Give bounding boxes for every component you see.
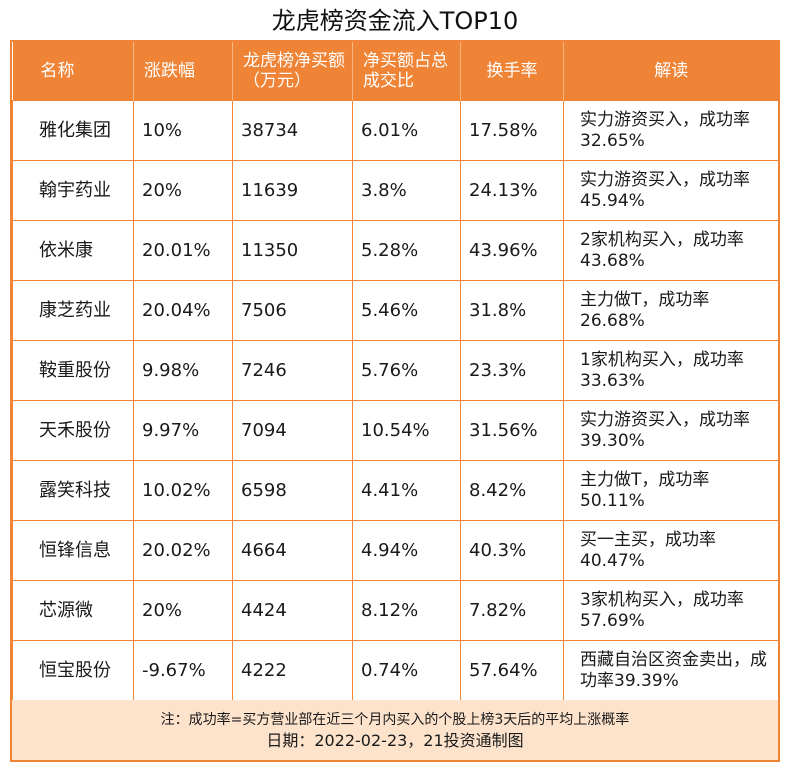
cell-turnover: 7.82%: [460, 580, 564, 641]
cell-change: 10.02%: [133, 460, 233, 521]
table-row: 依米康 20.01% 11350 5.28% 43.96% 2家机构买入，成功率…: [12, 220, 779, 281]
cell-ratio: 8.12%: [352, 580, 461, 641]
cell-change: 20%: [133, 160, 233, 221]
table-row: 恒宝股份 -9.67% 4222 0.74% 57.64% 西藏自治区资金卖出，…: [12, 640, 779, 701]
cell-name: 恒锋信息: [12, 520, 134, 581]
cell-interpretation: 实力游资买入，成功率32.65%: [563, 100, 779, 161]
cell-interpretation: 实力游资买入，成功率45.94%: [563, 160, 779, 221]
cell-interpretation: 2家机构买入，成功率43.68%: [563, 220, 779, 281]
table-row: 翰宇药业 20% 11639 3.8% 24.13% 实力游资买入，成功率45.…: [12, 160, 779, 221]
cell-turnover: 31.8%: [460, 280, 564, 341]
cell-interpretation: 主力做T，成功率26.68%: [563, 280, 779, 341]
footer-note-band: 注：成功率=买方营业部在近三个月内买入的个股上榜3天后的平均上涨概率 日期：20…: [12, 700, 778, 760]
header-name: 名称: [12, 42, 134, 101]
cell-net-buy: 6598: [232, 460, 353, 521]
cell-interpretation: 实力游资买入，成功率39.30%: [563, 400, 779, 461]
cell-name: 恒宝股份: [12, 640, 134, 701]
table-row: 康芝药业 20.04% 7506 5.46% 31.8% 主力做T，成功率26.…: [12, 280, 779, 341]
header-net-buy-ratio: 净买额占总成交比: [352, 42, 461, 101]
cell-change: -9.67%: [133, 640, 233, 701]
cell-ratio: 4.41%: [352, 460, 461, 521]
cell-net-buy: 7246: [232, 340, 353, 401]
header-net-buy: 龙虎榜净买额（万元）: [232, 42, 353, 101]
cell-ratio: 5.28%: [352, 220, 461, 281]
data-table-frame: 名称 涨跌幅 龙虎榜净买额（万元） 净买额占总成交比 换手率 解读 雅化集团 1…: [10, 40, 780, 762]
cell-ratio: 10.54%: [352, 400, 461, 461]
fund-inflow-table: 名称 涨跌幅 龙虎榜净买额（万元） 净买额占总成交比 换手率 解读 雅化集团 1…: [12, 42, 779, 701]
cell-interpretation: 西藏自治区资金卖出，成功率39.39%: [563, 640, 779, 701]
cell-ratio: 4.94%: [352, 520, 461, 581]
cell-name: 鞍重股份: [12, 340, 134, 401]
cell-turnover: 17.58%: [460, 100, 564, 161]
date-credit: 日期：2022-02-23，21投资通制图: [266, 731, 524, 750]
cell-interpretation: 主力做T，成功率50.11%: [563, 460, 779, 521]
header-change: 涨跌幅: [133, 42, 233, 101]
cell-name: 露笑科技: [12, 460, 134, 521]
cell-change: 10%: [133, 100, 233, 161]
table-row: 芯源微 20% 4424 8.12% 7.82% 3家机构买入，成功率57.69…: [12, 580, 779, 641]
cell-interpretation: 1家机构买入，成功率33.63%: [563, 340, 779, 401]
cell-interpretation: 3家机构买入，成功率57.69%: [563, 580, 779, 641]
cell-interpretation: 买一主买，成功率40.47%: [563, 520, 779, 581]
table-row: 天禾股份 9.97% 7094 10.54% 31.56% 实力游资买入，成功率…: [12, 400, 779, 461]
cell-change: 20.01%: [133, 220, 233, 281]
cell-turnover: 24.13%: [460, 160, 564, 221]
cell-ratio: 6.01%: [352, 100, 461, 161]
cell-ratio: 5.76%: [352, 340, 461, 401]
page-title: 龙虎榜资金流入TOP10: [271, 7, 519, 35]
cell-name: 依米康: [12, 220, 134, 281]
cell-name: 芯源微: [12, 580, 134, 641]
cell-net-buy: 11350: [232, 220, 353, 281]
cell-name: 康芝药业: [12, 280, 134, 341]
cell-ratio: 5.46%: [352, 280, 461, 341]
cell-turnover: 8.42%: [460, 460, 564, 521]
cell-turnover: 40.3%: [460, 520, 564, 581]
success-rate-note: 注：成功率=买方营业部在近三个月内买入的个股上榜3天后的平均上涨概率: [160, 712, 630, 728]
cell-net-buy: 4664: [232, 520, 353, 581]
table-row: 恒锋信息 20.02% 4664 4.94% 40.3% 买一主买，成功率40.…: [12, 520, 779, 581]
cell-turnover: 23.3%: [460, 340, 564, 401]
cell-change: 20.04%: [133, 280, 233, 341]
cell-net-buy: 4424: [232, 580, 353, 641]
cell-net-buy: 4222: [232, 640, 353, 701]
cell-name: 天禾股份: [12, 400, 134, 461]
cell-turnover: 43.96%: [460, 220, 564, 281]
header-turnover: 换手率: [460, 42, 564, 101]
cell-name: 雅化集团: [12, 100, 134, 161]
cell-turnover: 31.56%: [460, 400, 564, 461]
cell-net-buy: 7094: [232, 400, 353, 461]
table-row: 鞍重股份 9.98% 7246 5.76% 23.3% 1家机构买入，成功率33…: [12, 340, 779, 401]
cell-name: 翰宇药业: [12, 160, 134, 221]
cell-change: 20%: [133, 580, 233, 641]
cell-turnover: 57.64%: [460, 640, 564, 701]
cell-net-buy: 11639: [232, 160, 353, 221]
cell-change: 20.02%: [133, 520, 233, 581]
table-row: 雅化集团 10% 38734 6.01% 17.58% 实力游资买入，成功率32…: [12, 100, 779, 161]
table-row: 露笑科技 10.02% 6598 4.41% 8.42% 主力做T，成功率50.…: [12, 460, 779, 521]
cell-ratio: 3.8%: [352, 160, 461, 221]
header-interpretation: 解读: [563, 42, 779, 101]
cell-ratio: 0.74%: [352, 640, 461, 701]
cell-net-buy: 7506: [232, 280, 353, 341]
table-header-row: 名称 涨跌幅 龙虎榜净买额（万元） 净买额占总成交比 换手率 解读: [12, 42, 779, 101]
cell-net-buy: 38734: [232, 100, 353, 161]
cell-change: 9.97%: [133, 400, 233, 461]
cell-change: 9.98%: [133, 340, 233, 401]
